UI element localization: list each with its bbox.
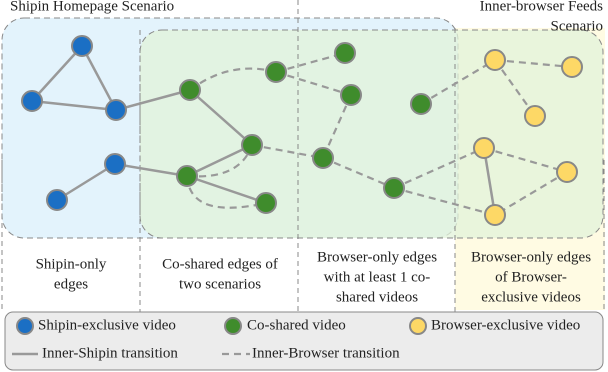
caption: Browser-only edges (317, 249, 437, 265)
legend-label: Inner-Shipin transition (42, 345, 178, 361)
legend-label: Co-shared video (247, 317, 346, 333)
legend-label: Inner-Browser transition (252, 345, 400, 361)
caption: with at least 1 co- (324, 269, 431, 285)
left-title: Shipin Homepage Scenario (10, 0, 174, 14)
edges (31, 45, 573, 217)
caption: two scenarios (179, 276, 261, 292)
caption: of Browser- (495, 269, 567, 285)
legend: Shipin-exclusive video Co-shared video B… (4, 311, 604, 371)
right-title: Inner-browser Feeds (480, 0, 604, 14)
caption: exclusive videos (481, 289, 581, 305)
legend-label: Shipin-exclusive video (38, 317, 176, 333)
caption: Browser-only edges (471, 249, 591, 265)
caption: edges (54, 276, 88, 292)
browser-region (139, 29, 604, 239)
caption: Co-shared edges of (162, 256, 278, 272)
caption: shared videos (336, 289, 418, 305)
legend-label: Browser-exclusive video (431, 317, 580, 333)
legend-box (4, 311, 604, 371)
nodes (21, 35, 583, 226)
caption: Shipin-only (36, 256, 107, 272)
right-title: Scenario (551, 18, 603, 34)
column-dividers (1, 0, 605, 312)
